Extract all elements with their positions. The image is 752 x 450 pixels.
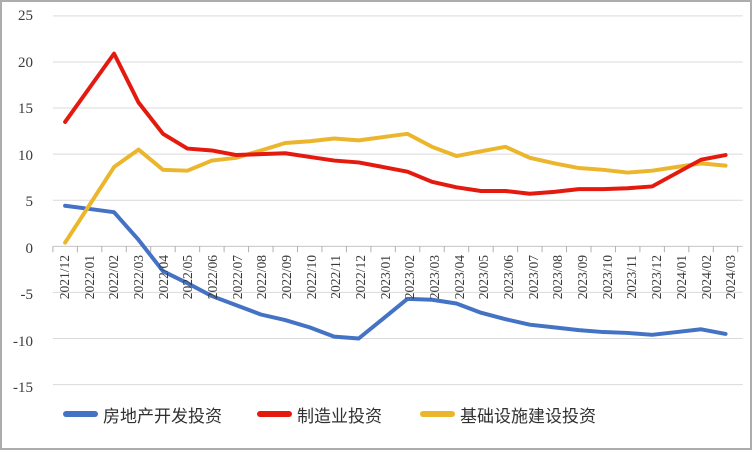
x-tick-label: 2022/08 — [254, 254, 270, 299]
legend-label-real-estate: 房地产开发投资 — [103, 406, 222, 426]
x-tick-label: 2024/02 — [698, 254, 714, 299]
x-tick-label: 2023/03 — [427, 254, 442, 299]
x-tick-label: 2023/11 — [624, 254, 640, 299]
legend-swatch-manufacturing-line — [257, 411, 292, 417]
legend-swatch-real-estate-line — [63, 411, 98, 417]
y-tick-label: 15 — [18, 101, 33, 117]
legend-item-real-estate: 房地产开发投资 — [63, 403, 222, 426]
x-tick-label: 2024/01 — [673, 254, 689, 299]
x-tick-label: 2023/04 — [451, 254, 467, 299]
legend-label-infrastructure: 基础设施建设投资 — [460, 406, 596, 426]
y-tick-label: 10 — [18, 147, 33, 164]
x-tick-label: 2024/03 — [723, 254, 739, 299]
x-tick-label: 2022/01 — [81, 254, 97, 299]
series-line-real-estate — [63, 203, 728, 341]
y-tick-label: -10 — [13, 333, 33, 350]
legend-item-manufacturing: 制造业投资 — [257, 403, 382, 426]
x-tick-label: 2022/07 — [229, 254, 245, 299]
y-tick-label: -5 — [20, 287, 34, 303]
x-tick-label: 2023/02 — [402, 254, 418, 299]
x-tick-label: 2022/12 — [353, 254, 368, 299]
legend-label-manufacturing: 制造业投资 — [297, 406, 382, 426]
y-tick-label: 25 — [18, 8, 33, 24]
x-tick-label: 2022/10 — [303, 254, 319, 299]
x-tick-label: 2022/06 — [204, 254, 220, 299]
y-tick-label: 5 — [25, 194, 34, 210]
x-tick-label: 2023/12 — [649, 254, 665, 299]
x-tick-label: 2022/02 — [106, 254, 122, 299]
x-tick-label: 2023/05 — [476, 254, 492, 299]
x-tick-label: 2022/09 — [278, 254, 294, 299]
x-tick-label: 2021/12 — [56, 254, 72, 299]
x-tick-label: 2023/01 — [377, 254, 393, 299]
y-tick-label: -15 — [13, 380, 33, 396]
x-tick-label: 2023/07 — [525, 254, 541, 299]
series-line-infrastructure — [63, 131, 728, 245]
x-tick-label: 2023/08 — [550, 254, 566, 299]
x-tick-label: 2022/11 — [328, 254, 344, 299]
x-tick-label: 2022/04 — [155, 254, 171, 299]
legend-swatch-infrastructure-line — [420, 411, 455, 417]
x-tick-label: 2022/03 — [130, 254, 146, 299]
y-tick-label: 20 — [18, 54, 33, 71]
legend-item-infrastructure: 基础设施建设投资 — [420, 403, 596, 426]
x-tick-label: 2022/05 — [180, 254, 196, 299]
series-line-manufacturing — [63, 51, 728, 196]
y-tick-label: 0 — [25, 240, 34, 257]
x-tick-label: 2023/09 — [575, 254, 591, 299]
x-tick-label: 2023/06 — [501, 254, 517, 299]
x-tick-label: 2023/10 — [599, 254, 615, 299]
